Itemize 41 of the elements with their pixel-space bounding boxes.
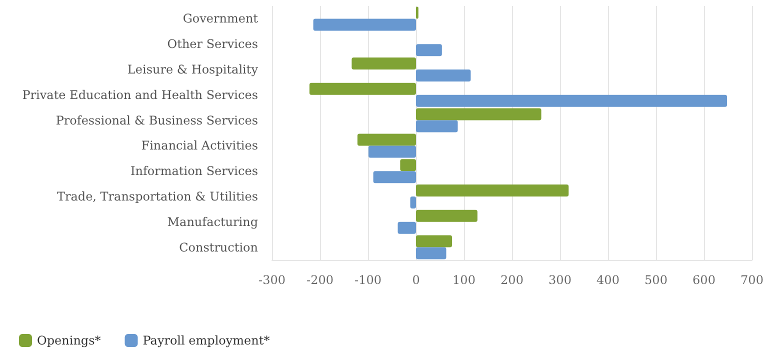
bar — [416, 120, 458, 132]
x-tick-label: 500 — [644, 273, 668, 287]
bar — [416, 44, 442, 56]
x-tick-label: 100 — [452, 273, 476, 287]
bar — [373, 171, 416, 184]
bar — [352, 58, 416, 70]
bar — [313, 18, 416, 31]
bar — [357, 134, 416, 146]
bar — [416, 108, 542, 120]
y-tick-label: Government — [182, 12, 258, 26]
x-tick-label: 300 — [548, 273, 572, 287]
legend-label: Payroll employment* — [142, 334, 270, 348]
x-tick-label: -100 — [354, 273, 382, 287]
bar — [416, 210, 478, 222]
x-tick-label: -300 — [258, 273, 286, 287]
x-tick-label: 400 — [596, 273, 620, 287]
y-tick-label: Other Services — [167, 37, 258, 52]
y-tick-label: Professional & Business Services — [56, 113, 258, 128]
x-tick-label: 0 — [412, 273, 420, 287]
y-tick-label: Private Education and Health Services — [22, 88, 258, 102]
bar — [416, 184, 569, 196]
x-tick-label: 600 — [692, 273, 716, 287]
x-tick-label: 700 — [740, 273, 764, 287]
y-tick-label: Leisure & Hospitality — [127, 62, 258, 76]
bar — [400, 159, 416, 172]
bar — [309, 82, 416, 95]
x-tick-label: -200 — [306, 273, 334, 287]
y-tick-label: Trade, Transportation & Utilities — [57, 190, 258, 204]
bar — [416, 94, 728, 107]
y-tick-label: Construction — [179, 240, 258, 254]
bar — [410, 196, 416, 208]
bar — [368, 146, 416, 158]
bar — [398, 222, 416, 234]
y-tick-label: Manufacturing — [167, 214, 258, 229]
legend-label: Openings* — [37, 334, 101, 348]
bar — [416, 70, 471, 82]
x-tick-label: 200 — [500, 273, 524, 287]
y-tick-label: Financial Activities — [141, 138, 258, 153]
y-tick-label: Information Services — [130, 164, 258, 178]
bar — [416, 235, 452, 248]
bar — [416, 247, 446, 260]
